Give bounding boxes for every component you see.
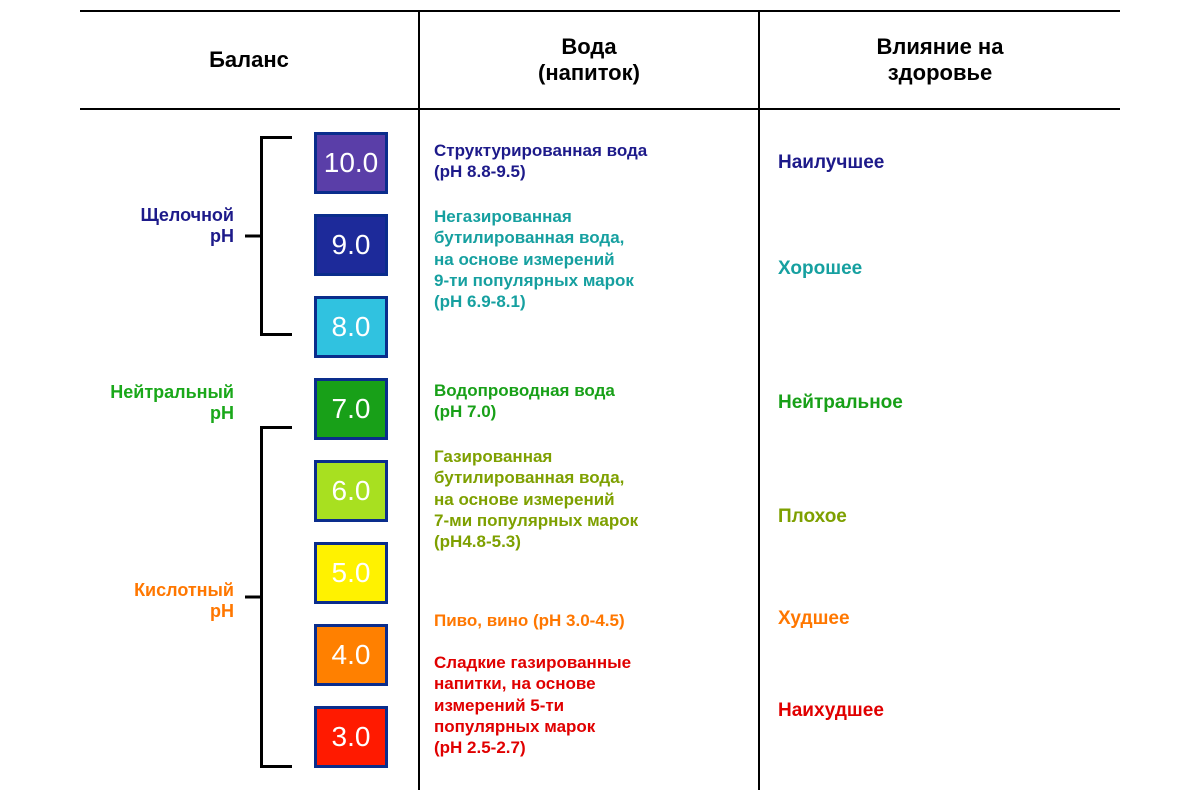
ph-box: 8.0	[314, 296, 388, 358]
health-effect: Плохое	[778, 506, 847, 528]
ph-box: 4.0	[314, 624, 388, 686]
water-description: Структурированная вода (рН 8.8-9.5)	[434, 140, 748, 183]
health-effect: Хорошее	[778, 258, 862, 280]
header-row: Баланс Вода (напиток) Влияние на здоровь…	[80, 10, 1120, 110]
health-column: Наилучшее Хорошее Нейтральное Плохое Худшее Н…	[760, 110, 1120, 790]
water-description: Пиво, вино (рН 3.0-4.5)	[434, 610, 748, 631]
balance-label: Нейтральный рН	[84, 382, 234, 423]
health-effect: Худшее	[778, 608, 850, 630]
ph-box: 10.0	[314, 132, 388, 194]
body-row: Щелочной рН Нейтральный рН Кислотный рН 10.…	[80, 110, 1120, 790]
ph-box: 7.0	[314, 378, 388, 440]
water-description: Газированная бутилированная вода, на осн…	[434, 446, 748, 552]
water-description: Водопроводная вода (pH 7.0)	[434, 380, 748, 423]
ph-chart: Баланс Вода (напиток) Влияние на здоровь…	[80, 10, 1120, 790]
bracket	[260, 136, 292, 336]
water-column: Структурированная вода (рН 8.8-9.5) Негаз…	[420, 110, 760, 790]
ph-box: 6.0	[314, 460, 388, 522]
bracket	[260, 426, 292, 768]
header-balance: Баланс	[80, 12, 420, 108]
ph-box: 3.0	[314, 706, 388, 768]
balance-label: Кислотный рН	[84, 580, 234, 621]
header-water: Вода (напиток)	[420, 12, 760, 108]
balance-column: Щелочной рН Нейтральный рН Кислотный рН 10.…	[80, 110, 420, 790]
ph-box: 5.0	[314, 542, 388, 604]
ph-box: 9.0	[314, 214, 388, 276]
health-effect: Нейтральное	[778, 392, 903, 414]
health-effect: Наихудшее	[778, 700, 884, 722]
water-description: Сладкие газированные напитки, на основе …	[434, 652, 748, 758]
balance-label: Щелочной рН	[84, 205, 234, 246]
health-effect: Наилучшее	[778, 152, 884, 174]
water-description: Негазированная бутилированная вода, на о…	[434, 206, 748, 312]
header-health: Влияние на здоровье	[760, 12, 1120, 108]
